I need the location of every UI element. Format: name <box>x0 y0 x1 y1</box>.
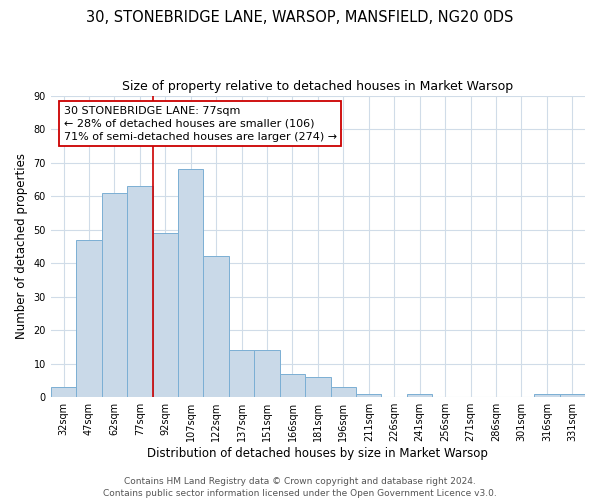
Bar <box>407 394 433 397</box>
Y-axis label: Number of detached properties: Number of detached properties <box>15 154 28 340</box>
Text: 30, STONEBRIDGE LANE, WARSOP, MANSFIELD, NG20 0DS: 30, STONEBRIDGE LANE, WARSOP, MANSFIELD,… <box>86 10 514 25</box>
Bar <box>356 394 382 397</box>
Text: Contains HM Land Registry data © Crown copyright and database right 2024.
Contai: Contains HM Land Registry data © Crown c… <box>103 476 497 498</box>
Bar <box>127 186 152 397</box>
Bar <box>101 193 127 397</box>
Bar <box>51 387 76 397</box>
Bar <box>178 170 203 397</box>
Bar <box>305 377 331 397</box>
Bar <box>280 374 305 397</box>
Bar <box>560 394 585 397</box>
Bar <box>254 350 280 397</box>
Bar <box>152 233 178 397</box>
Bar <box>229 350 254 397</box>
Text: 30 STONEBRIDGE LANE: 77sqm
← 28% of detached houses are smaller (106)
71% of sem: 30 STONEBRIDGE LANE: 77sqm ← 28% of deta… <box>64 106 337 142</box>
Bar <box>534 394 560 397</box>
Bar <box>331 387 356 397</box>
Bar <box>76 240 101 397</box>
X-axis label: Distribution of detached houses by size in Market Warsop: Distribution of detached houses by size … <box>148 447 488 460</box>
Title: Size of property relative to detached houses in Market Warsop: Size of property relative to detached ho… <box>122 80 514 93</box>
Bar <box>203 256 229 397</box>
